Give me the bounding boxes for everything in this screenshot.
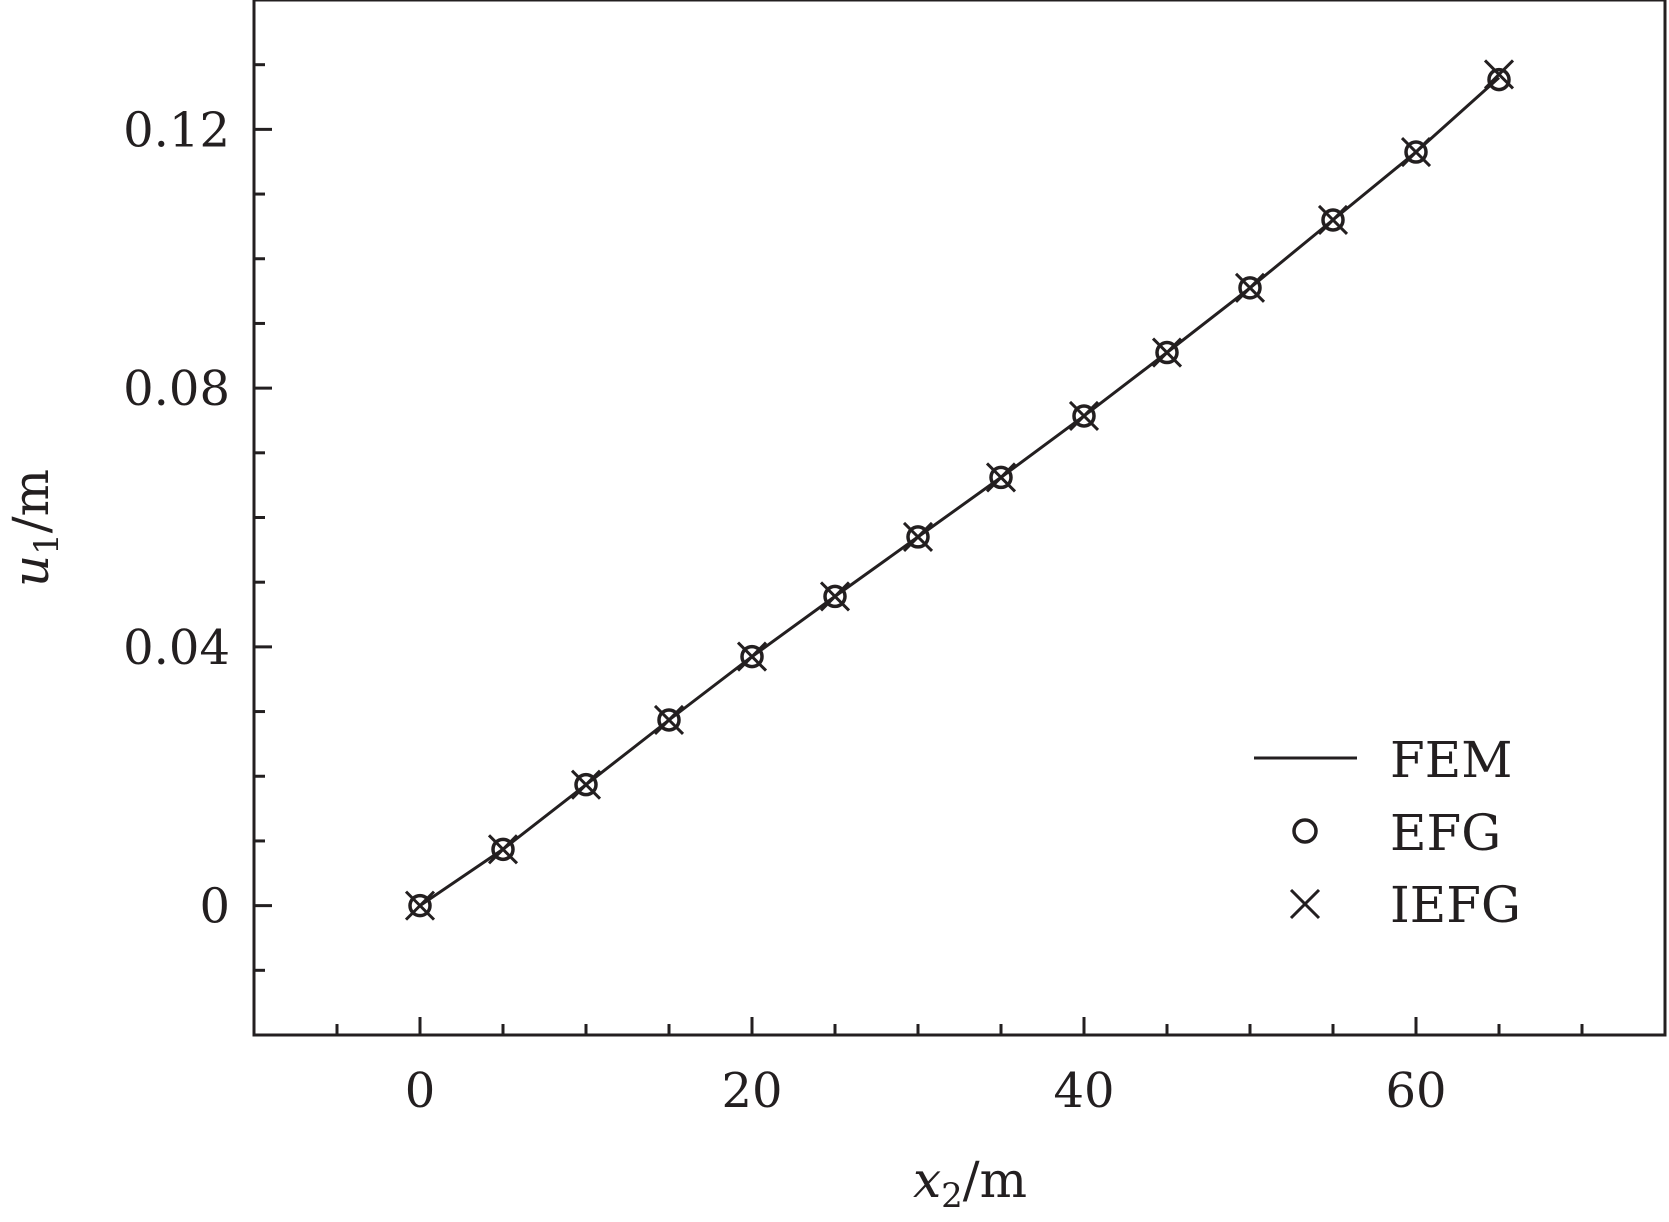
iefg-point xyxy=(736,641,768,672)
efg-point xyxy=(906,525,930,549)
efg-point xyxy=(1487,67,1511,92)
efg-point xyxy=(1238,276,1262,300)
efg-point xyxy=(1321,208,1345,232)
y-tick-label: 0.04 xyxy=(123,620,230,676)
legend-iefg-label: IEFG xyxy=(1390,876,1521,934)
tick-labels: 0 20 40 60 0 0.04 0.08 0.12 xyxy=(123,102,1446,1119)
y-tick-label: 0.08 xyxy=(123,361,230,417)
iefg-point xyxy=(1483,59,1515,90)
iefg-point xyxy=(653,704,685,736)
axis-ticks xyxy=(254,63,1584,1035)
fem-series-line xyxy=(419,76,1501,907)
efg-point xyxy=(1155,340,1179,365)
iefg-point xyxy=(487,834,519,865)
plot-area xyxy=(404,59,1515,921)
iefg-point xyxy=(1151,337,1183,368)
efg-point xyxy=(1072,404,1096,428)
iefg-point xyxy=(902,521,934,552)
efg-point xyxy=(408,893,432,918)
efg-point xyxy=(740,644,764,669)
x-tick-label: 40 xyxy=(1053,1063,1114,1119)
iefg-point xyxy=(1234,272,1266,303)
efg-point xyxy=(657,708,681,732)
legend-fem-label: FEM xyxy=(1390,731,1512,789)
efg-point xyxy=(1404,140,1428,164)
legend-iefg-marker xyxy=(1289,888,1321,920)
iefg-point xyxy=(1317,204,1349,235)
x-axis-label: x2/m xyxy=(913,1151,1027,1216)
efg-point xyxy=(491,837,515,862)
efg-point xyxy=(574,772,598,797)
iefg-point xyxy=(819,581,851,612)
efg-point xyxy=(823,584,847,609)
x-tick-label: 60 xyxy=(1385,1063,1446,1119)
legend-efg-label: EFG xyxy=(1390,804,1501,862)
legend: FEM EFG IEFG xyxy=(1254,731,1521,934)
iefg-point xyxy=(404,890,436,921)
y-axis-label: u1/m xyxy=(2,469,67,587)
iefg-point xyxy=(570,769,602,800)
iefg-point xyxy=(985,462,1017,493)
iefg-point xyxy=(1400,136,1432,168)
efg-point xyxy=(989,465,1013,490)
y-tick-label: 0.12 xyxy=(123,102,230,158)
x-tick-label: 20 xyxy=(721,1063,782,1119)
legend-efg-marker xyxy=(1292,818,1318,844)
x-tick-label: 0 xyxy=(405,1063,436,1119)
iefg-point xyxy=(1068,400,1100,432)
y-tick-label: 0 xyxy=(199,879,230,935)
